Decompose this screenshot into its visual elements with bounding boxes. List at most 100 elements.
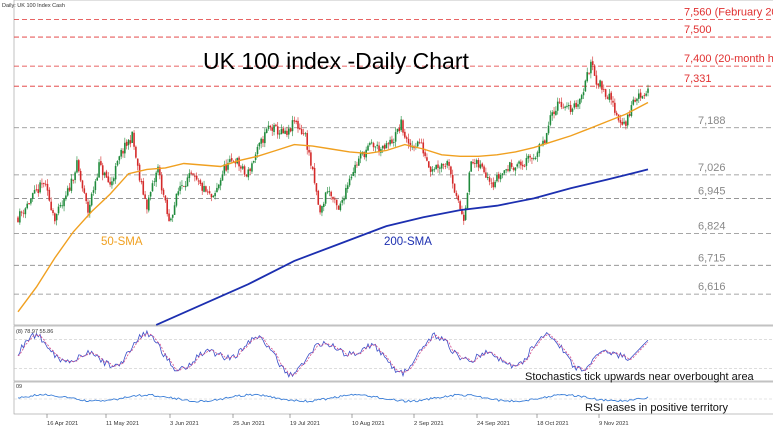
x-tick-label: 24 Sep 2021 [477, 421, 510, 427]
candle-body [623, 121, 625, 124]
candle-body [33, 190, 36, 194]
candle-body [89, 204, 91, 214]
level-label-9: 6,616 [698, 281, 726, 293]
candle-body [302, 133, 305, 135]
candle-body [210, 193, 213, 198]
candle-body [479, 164, 482, 169]
candle-body [619, 120, 622, 123]
candle-body [328, 191, 331, 192]
candle-body [505, 169, 507, 171]
candle-body [426, 157, 428, 161]
candle-body [280, 129, 283, 135]
candle-body [464, 207, 467, 220]
candle-body [370, 142, 373, 144]
candle-body [396, 128, 399, 132]
candle-body [68, 187, 71, 191]
candle-body [466, 192, 469, 209]
candle-body [249, 168, 251, 172]
candle-body [462, 214, 465, 221]
candle-body [313, 167, 316, 183]
candle-body [238, 157, 240, 167]
candle-body [503, 170, 506, 174]
candle-body [580, 95, 583, 100]
candle-body [52, 210, 54, 213]
candle-body [181, 185, 183, 186]
candle-body [199, 180, 202, 184]
support-resistance-levels: 7,560 (February 2020 high) 7,500 7,400 (20… [14, 7, 773, 295]
candle-body [271, 127, 274, 131]
stochastics-annotation: Stochastics tick upwards near overbought… [525, 371, 755, 383]
candle-body [168, 213, 170, 222]
candle-body [348, 178, 351, 186]
candle-body [135, 146, 137, 158]
candle-body [602, 88, 605, 90]
candle-body [420, 142, 423, 144]
candle-body [588, 72, 590, 74]
candle-body [44, 183, 47, 185]
candle-body [203, 185, 205, 192]
candle-body [22, 212, 25, 214]
candle-body [556, 101, 559, 111]
candle-body [345, 187, 347, 199]
candle-body [120, 149, 122, 157]
candle-body [383, 145, 386, 149]
candle-body [527, 155, 530, 159]
level-label-5: 7,026 [698, 162, 726, 174]
candle-body [647, 88, 649, 93]
candle-body [194, 175, 196, 177]
candle-body [542, 140, 544, 146]
candle-body [398, 127, 401, 132]
candle-body [391, 139, 393, 144]
x-tick-label: 11 May 2021 [106, 421, 139, 427]
candle-body [260, 138, 262, 144]
candle-body [485, 172, 487, 178]
rsi-line [14, 393, 773, 403]
x-tick-label: 2 Sep 2021 [414, 421, 444, 427]
candle-body [573, 103, 576, 108]
candle-body [129, 140, 132, 144]
candle-body [315, 183, 318, 192]
candle-body [240, 166, 242, 169]
candle-body [496, 175, 498, 182]
candle-body [497, 173, 500, 179]
candle-body [100, 161, 102, 165]
candle-body [429, 166, 432, 172]
candle-body [643, 95, 646, 96]
candle-body [474, 162, 476, 164]
candle-body [109, 181, 111, 185]
candle-body [155, 172, 157, 182]
candle-body [394, 132, 397, 142]
candle-body [427, 161, 430, 168]
candle-body [510, 162, 513, 167]
candle-body [151, 183, 154, 192]
candle-body [319, 205, 321, 213]
candle-body [107, 176, 110, 183]
candle-body [367, 145, 369, 151]
candle-body [299, 127, 301, 130]
candle-body [488, 177, 491, 182]
candle-body [512, 167, 515, 170]
candle-body [159, 167, 161, 176]
candle-body [85, 193, 87, 202]
rsi-header: 09 [16, 384, 22, 390]
candle-body [267, 125, 270, 129]
candle-body [77, 160, 80, 172]
candle-body [615, 112, 618, 115]
candle-body [245, 174, 248, 177]
candle-body [520, 161, 522, 166]
candle-body [175, 193, 178, 206]
candle-body [435, 164, 437, 170]
candle-body [470, 161, 472, 172]
candle-body [523, 165, 526, 167]
x-tick-label: 10 Aug 2021 [352, 421, 385, 427]
candle-body [186, 177, 189, 187]
candle-body [477, 159, 480, 168]
candle-body [321, 206, 323, 213]
candle-body [531, 158, 533, 160]
level-label-3: 7,331 [684, 73, 712, 85]
candle-body [188, 173, 191, 179]
candle-body [87, 201, 89, 213]
candle-body [586, 72, 589, 82]
candle-body [514, 167, 517, 171]
